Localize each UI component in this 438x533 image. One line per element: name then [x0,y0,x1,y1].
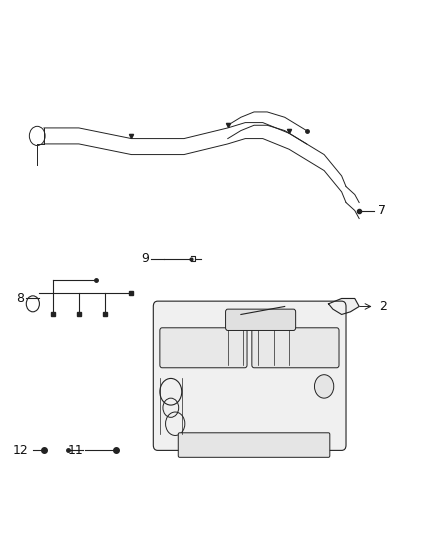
FancyBboxPatch shape [178,433,330,457]
Text: 2: 2 [379,300,387,313]
Text: 8: 8 [16,292,24,305]
Text: 7: 7 [378,204,385,217]
Text: 9: 9 [141,252,149,265]
FancyBboxPatch shape [226,309,296,330]
Text: 12: 12 [13,444,28,457]
Polygon shape [328,298,359,314]
FancyBboxPatch shape [252,328,339,368]
FancyBboxPatch shape [160,328,247,368]
Text: 11: 11 [67,444,83,457]
FancyBboxPatch shape [153,301,346,450]
Circle shape [314,375,334,398]
